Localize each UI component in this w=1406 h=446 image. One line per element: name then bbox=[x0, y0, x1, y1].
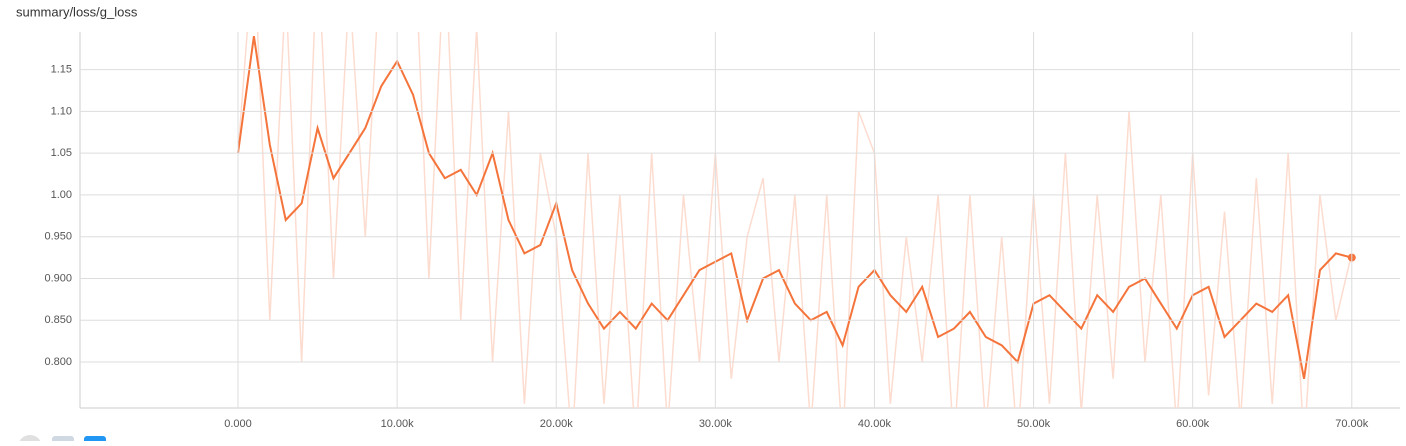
icon-button[interactable] bbox=[52, 436, 74, 446]
smoothed-line bbox=[237, 36, 1353, 379]
y-tick-label: 0.850 bbox=[44, 314, 72, 326]
icon-button[interactable] bbox=[18, 435, 42, 446]
chart-title: summary/loss/g_loss bbox=[16, 4, 138, 19]
x-tick-label: 30.00k bbox=[699, 418, 733, 430]
x-tick-label: 70.00k bbox=[1335, 418, 1369, 430]
icon-button[interactable] bbox=[84, 436, 106, 446]
y-tick-label: 1.05 bbox=[51, 147, 72, 159]
y-tick-label: 0.950 bbox=[44, 231, 72, 243]
x-tick-label: 0.000 bbox=[224, 418, 252, 430]
y-tick-label: 1.00 bbox=[51, 189, 72, 201]
y-tick-label: 0.900 bbox=[44, 272, 72, 284]
x-tick-label: 50.00k bbox=[1017, 418, 1051, 430]
y-tick-label: 1.10 bbox=[51, 105, 72, 117]
x-tick-label: 20.00k bbox=[540, 418, 574, 430]
x-tick-label: 10.00k bbox=[381, 418, 415, 430]
y-tick-label: 1.15 bbox=[51, 64, 72, 76]
raw-line bbox=[237, 32, 1353, 408]
y-tick-label: 0.800 bbox=[44, 356, 72, 368]
plot-area bbox=[237, 32, 1356, 408]
x-tick-label: 60.00k bbox=[1176, 418, 1210, 430]
x-tick-label: 40.00k bbox=[858, 418, 892, 430]
